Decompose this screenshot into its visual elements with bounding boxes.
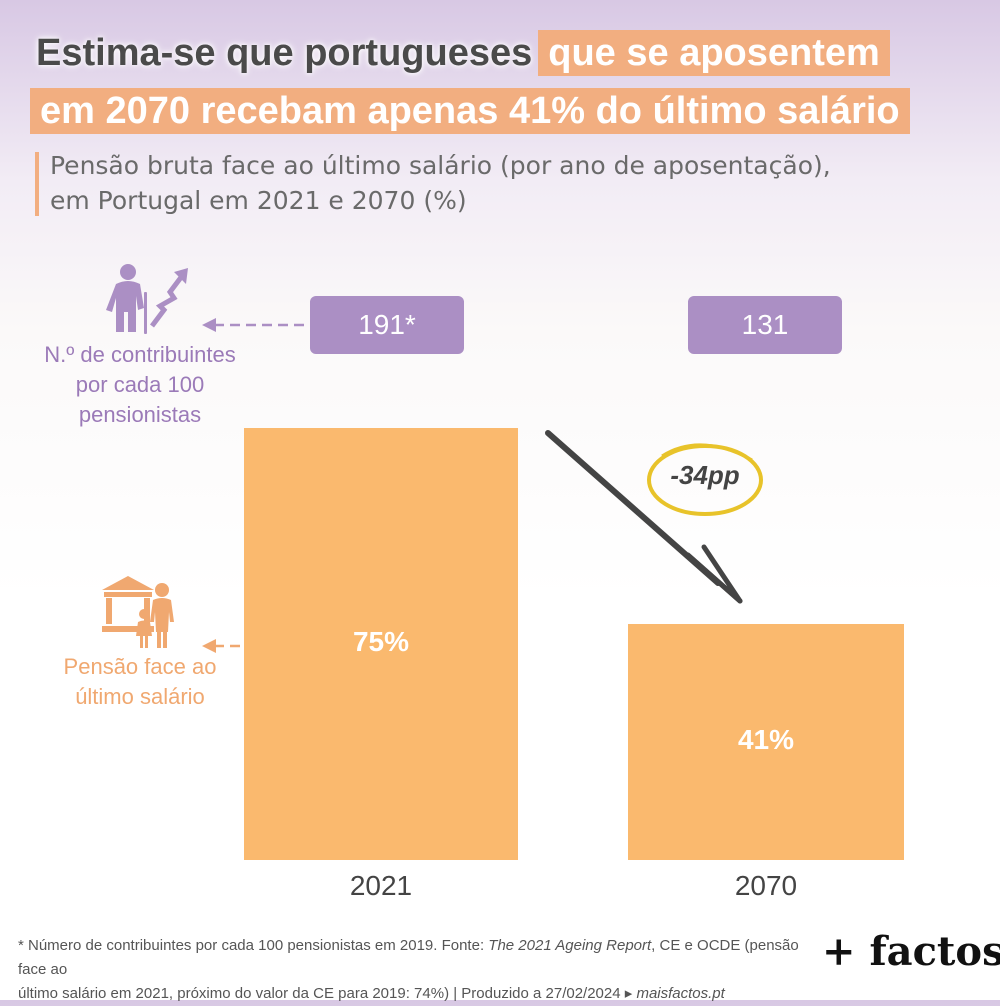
footnote-site-link[interactable]: maisfactos.pt: [636, 985, 725, 1002]
subtitle-line-2: em Portugal em 2021 e 2070 (%): [50, 186, 467, 215]
legend-contributors-line-1: N.º de contribuintes: [44, 342, 236, 367]
subtitle-line-1: Pensão bruta face ao último salário (por…: [50, 151, 831, 180]
contributors-box-2021: 191*: [310, 296, 464, 354]
footnote: * Número de contribuintes por cada 100 p…: [18, 934, 808, 1006]
legend-contributors: N.º de contribuintes por cada 100 pensio…: [40, 340, 240, 430]
legend-contributors-line-2: por cada 100: [75, 372, 205, 397]
title-part-2: que se aposentem: [538, 30, 890, 76]
x-tick-label-2021: 2021: [349, 870, 413, 901]
x-tick-label-2070: 2070: [734, 870, 798, 901]
change-annotation-label: -34pp: [670, 460, 740, 490]
legend-contributors-line-3: pensionistas: [78, 402, 202, 427]
contributors-value-2021: 191*: [358, 309, 416, 340]
subtitle: Pensão bruta face ao último salário (por…: [50, 148, 831, 218]
legend-pension: Pensão face ao último salário: [40, 652, 240, 712]
footnote-source-title: The 2021 Ageing Report: [488, 937, 652, 954]
legend-pension-line-2: último salário: [75, 684, 205, 709]
footnote-text-1: * Número de contribuintes por cada 100 p…: [18, 937, 489, 954]
bar-2070: 41%: [628, 624, 904, 860]
title-part-3: em 2070 recebam apenas 41% do último sal…: [30, 88, 910, 134]
title-line-1: Estima-se que portugueses que se aposente…: [30, 30, 890, 76]
brand-logo: + factos: [822, 928, 1000, 975]
title-line-2: em 2070 recebam apenas 41% do último sal…: [30, 88, 910, 134]
subtitle-accent-bar: [35, 152, 39, 216]
contributors-value-2070: 131: [741, 309, 789, 340]
footnote-text-3: último salário em 2021, próximo do valor…: [18, 985, 637, 1002]
contributors-legend-arrow: [202, 318, 306, 332]
bank-euro-elderly-couple-icon: €: [102, 576, 174, 648]
pension-legend-arrow: [202, 639, 244, 653]
title-part-1: Estima-se que portugueses: [36, 32, 533, 74]
svg-text:€: €: [120, 598, 135, 622]
decline-arrow: [545, 430, 743, 604]
bar-value-label-2070: 41%: [737, 724, 795, 755]
bar-value-label-2021: 75%: [352, 626, 410, 657]
legend-pension-line-1: Pensão face ao: [63, 654, 217, 679]
elderly-person-rising-arrow-icon: [106, 264, 188, 334]
bar-2021: 75%: [244, 428, 518, 860]
contributors-box-2070: 131: [688, 296, 842, 354]
footnote-text-2: , CE e OCDE (pensão face ao: [18, 937, 799, 978]
change-annotation-circle: [647, 443, 763, 516]
